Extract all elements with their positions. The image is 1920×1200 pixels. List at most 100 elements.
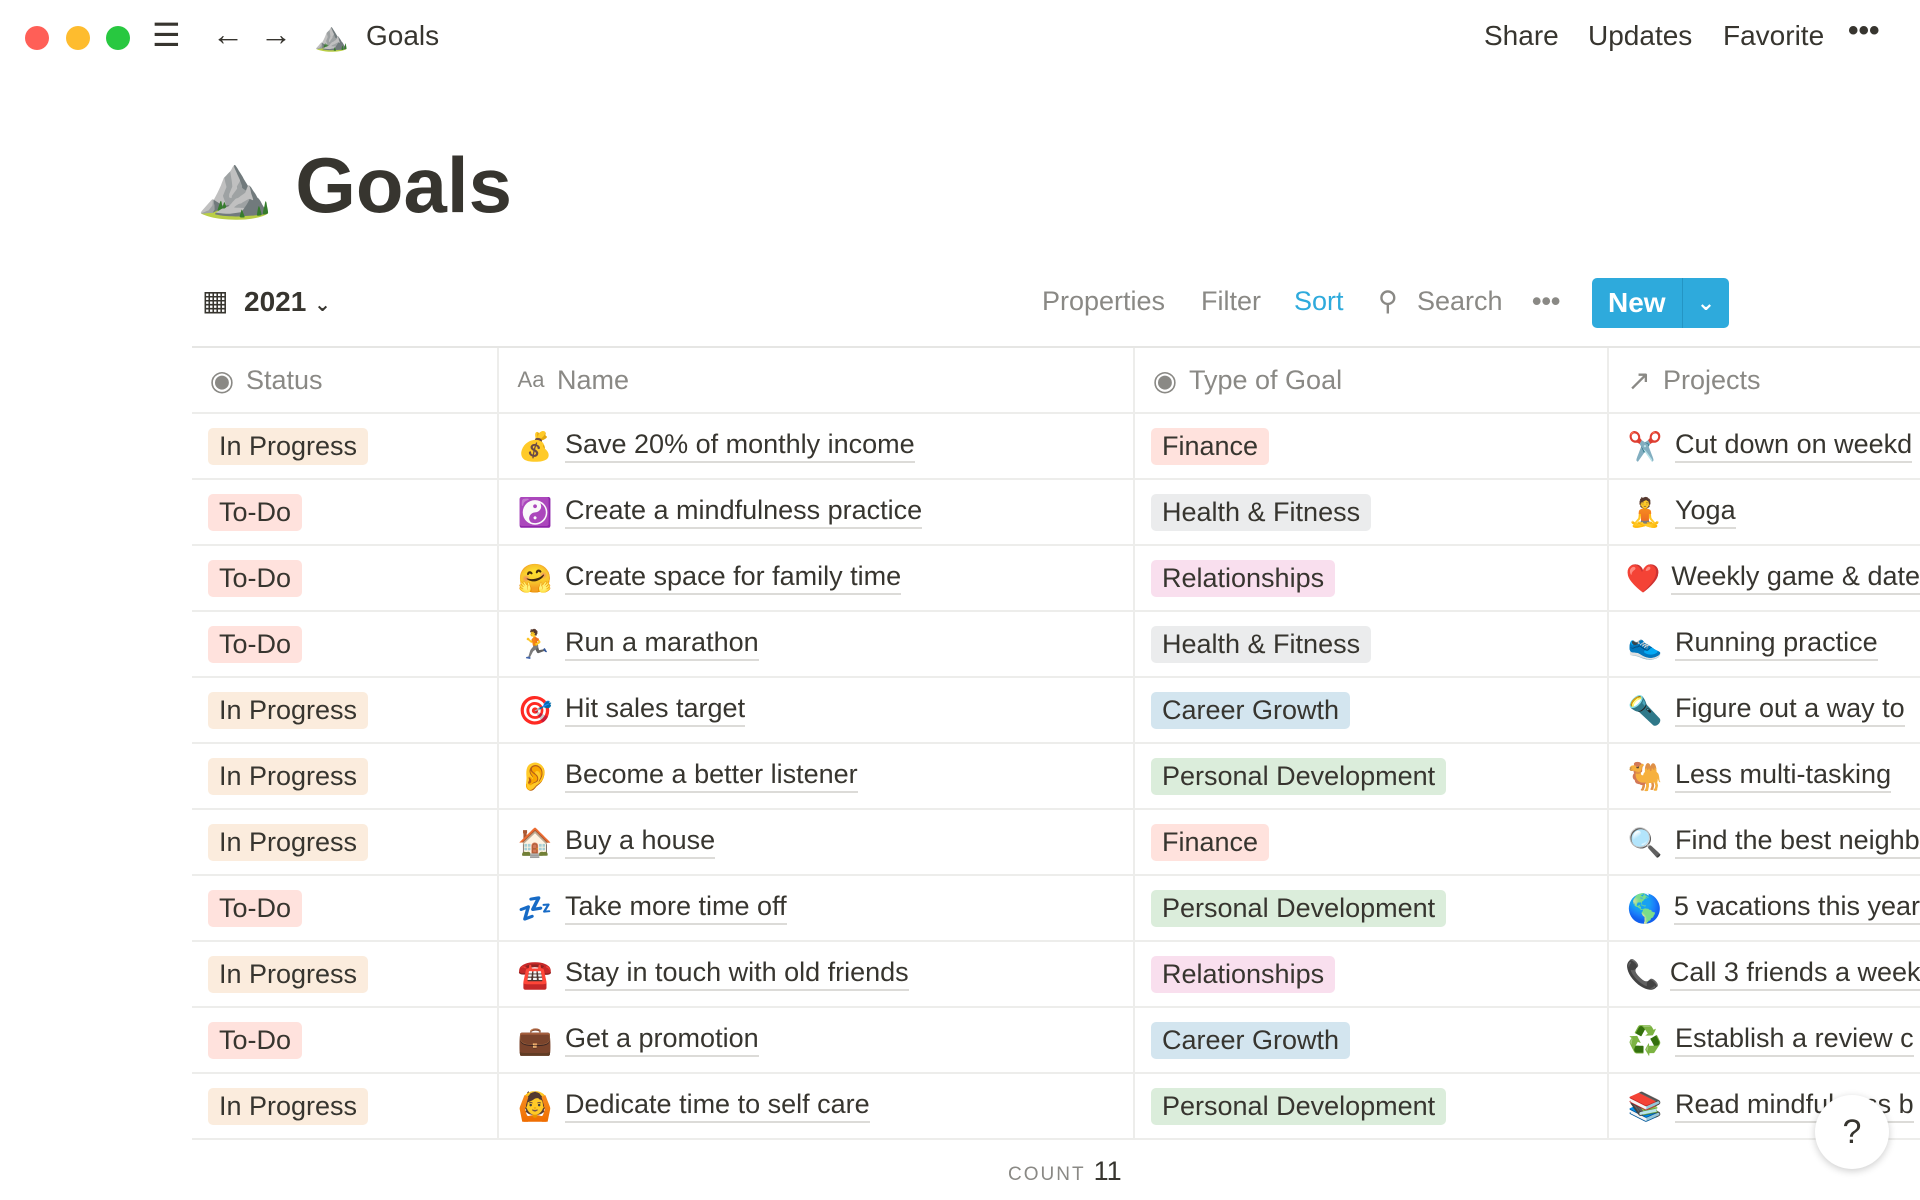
project-link[interactable]: Establish a review c bbox=[1675, 1023, 1914, 1057]
status-cell[interactable]: To-Do bbox=[192, 612, 499, 676]
status-cell[interactable]: In Progress bbox=[192, 414, 499, 478]
project-link[interactable]: Find the best neighb bbox=[1675, 825, 1920, 859]
more-icon[interactable]: ••• bbox=[1848, 14, 1880, 47]
name-cell[interactable]: 🙆 Dedicate time to self care bbox=[499, 1074, 1135, 1138]
project-link[interactable]: Figure out a way to bbox=[1675, 693, 1905, 727]
table-row[interactable]: In Progress 🙆 Dedicate time to self care … bbox=[192, 1074, 1920, 1140]
projects-cell[interactable]: 👟 Running practice bbox=[1609, 612, 1920, 676]
goal-name-link[interactable]: Take more time off bbox=[565, 891, 787, 925]
type-cell[interactable]: Health & Fitness bbox=[1135, 480, 1609, 544]
status-cell[interactable]: In Progress bbox=[192, 810, 499, 874]
name-cell[interactable]: ☎️ Stay in touch with old friends bbox=[499, 942, 1135, 1006]
status-cell[interactable]: In Progress bbox=[192, 1074, 499, 1138]
projects-cell[interactable]: ✂️ Cut down on weekd bbox=[1609, 414, 1920, 478]
type-cell[interactable]: Finance bbox=[1135, 810, 1609, 874]
help-button[interactable]: ? bbox=[1815, 1095, 1889, 1169]
table-row[interactable]: To-Do 💤 Take more time off Personal Devel… bbox=[192, 876, 1920, 942]
goal-name-link[interactable]: Get a promotion bbox=[565, 1023, 759, 1057]
name-cell[interactable]: 💤 Take more time off bbox=[499, 876, 1135, 940]
table-row[interactable]: To-Do 💼 Get a promotion Career Growth ♻️ E… bbox=[192, 1008, 1920, 1074]
project-link[interactable]: 5 vacations this year bbox=[1673, 891, 1920, 925]
projects-cell[interactable]: 🔍 Find the best neighb bbox=[1609, 810, 1920, 874]
project-link[interactable]: Less multi-tasking bbox=[1675, 759, 1892, 793]
goal-name-link[interactable]: Dedicate time to self care bbox=[565, 1089, 870, 1123]
projects-cell[interactable]: 🧘 Yoga bbox=[1609, 480, 1920, 544]
table-row[interactable]: To-Do 🤗 Create space for family time Rela… bbox=[192, 546, 1920, 612]
table-row[interactable]: To-Do 🏃 Run a marathon Health & Fitness 👟… bbox=[192, 612, 1920, 678]
search-icon[interactable]: ⚲ bbox=[1378, 286, 1398, 316]
type-cell[interactable]: Career Growth bbox=[1135, 1008, 1609, 1072]
projects-cell[interactable]: 🌎 5 vacations this year bbox=[1609, 876, 1920, 940]
table-row[interactable]: To-Do ☯️ Create a mindfulness practice He… bbox=[192, 480, 1920, 546]
project-link[interactable]: Yoga bbox=[1675, 495, 1736, 529]
projects-cell[interactable]: 📞 Call 3 friends a week bbox=[1609, 942, 1920, 1006]
favorite-button[interactable]: Favorite bbox=[1723, 20, 1825, 51]
share-button[interactable]: Share bbox=[1484, 20, 1559, 51]
minimize-window-button[interactable] bbox=[66, 26, 90, 50]
header-name[interactable]: Aa Name bbox=[499, 348, 1135, 412]
name-cell[interactable]: 🎯 Hit sales target bbox=[499, 678, 1135, 742]
project-link[interactable]: Weekly game & date bbox=[1671, 561, 1920, 595]
status-cell[interactable]: In Progress bbox=[192, 942, 499, 1006]
type-cell[interactable]: Personal Development bbox=[1135, 744, 1609, 808]
project-link[interactable]: Running practice bbox=[1675, 627, 1878, 661]
type-cell[interactable]: Personal Development bbox=[1135, 1074, 1609, 1138]
menu-icon[interactable]: ☰ bbox=[152, 17, 181, 53]
goal-name-link[interactable]: Stay in touch with old friends bbox=[565, 957, 909, 991]
project-link[interactable]: Cut down on weekd bbox=[1675, 429, 1913, 463]
view-selector[interactable]: 2021 ⌄ bbox=[244, 286, 331, 318]
breadcrumb[interactable]: Goals bbox=[366, 20, 440, 51]
header-type[interactable]: ◉ Type of Goal bbox=[1135, 348, 1609, 412]
new-button[interactable]: New ⌄ bbox=[1592, 278, 1729, 328]
header-projects[interactable]: ↗ Projects bbox=[1609, 348, 1920, 412]
projects-cell[interactable]: 🔦 Figure out a way to bbox=[1609, 678, 1920, 742]
back-arrow-icon[interactable]: ← bbox=[212, 16, 244, 52]
goal-name-link[interactable]: Save 20% of monthly income bbox=[565, 429, 915, 463]
forward-arrow-icon[interactable]: → bbox=[260, 16, 292, 52]
type-cell[interactable]: Relationships bbox=[1135, 942, 1609, 1006]
status-cell[interactable]: In Progress bbox=[192, 744, 499, 808]
status-cell[interactable]: To-Do bbox=[192, 480, 499, 544]
name-cell[interactable]: 👂 Become a better listener bbox=[499, 744, 1135, 808]
projects-cell[interactable]: ❤️ Weekly game & date bbox=[1609, 546, 1920, 610]
table-row[interactable]: In Progress 🎯 Hit sales target Career Gro… bbox=[192, 678, 1920, 744]
name-cell[interactable]: ☯️ Create a mindfulness practice bbox=[499, 480, 1135, 544]
properties-button[interactable]: Properties bbox=[1042, 286, 1166, 316]
filter-button[interactable]: Filter bbox=[1201, 286, 1261, 316]
name-cell[interactable]: 🤗 Create space for family time bbox=[499, 546, 1135, 610]
type-cell[interactable]: Finance bbox=[1135, 414, 1609, 478]
goal-name-link[interactable]: Create space for family time bbox=[565, 561, 902, 595]
status-cell[interactable]: In Progress bbox=[192, 678, 499, 742]
type-cell[interactable]: Relationships bbox=[1135, 546, 1609, 610]
updates-button[interactable]: Updates bbox=[1588, 20, 1693, 51]
table-row[interactable]: In Progress 🏠 Buy a house Finance 🔍 Find t… bbox=[192, 810, 1920, 876]
type-cell[interactable]: Career Growth bbox=[1135, 678, 1609, 742]
status-cell[interactable]: To-Do bbox=[192, 1008, 499, 1072]
project-link[interactable]: Call 3 friends a week bbox=[1669, 957, 1920, 991]
header-status[interactable]: ◉ Status bbox=[192, 348, 499, 412]
table-row[interactable]: In Progress ☎️ Stay in touch with old fri… bbox=[192, 942, 1920, 1008]
type-cell[interactable]: Personal Development bbox=[1135, 876, 1609, 940]
status-cell[interactable]: To-Do bbox=[192, 876, 499, 940]
status-cell[interactable]: To-Do bbox=[192, 546, 499, 610]
goal-name-link[interactable]: Become a better listener bbox=[565, 759, 858, 793]
projects-cell[interactable]: 🐫 Less multi-tasking bbox=[1609, 744, 1920, 808]
goal-name-link[interactable]: Buy a house bbox=[565, 825, 716, 859]
name-cell[interactable]: 🏠 Buy a house bbox=[499, 810, 1135, 874]
name-cell[interactable]: 💼 Get a promotion bbox=[499, 1008, 1135, 1072]
more-options-icon[interactable]: ••• bbox=[1532, 286, 1561, 316]
type-cell[interactable]: Health & Fitness bbox=[1135, 612, 1609, 676]
table-row[interactable]: In Progress 👂 Become a better listener Pe… bbox=[192, 744, 1920, 810]
search-button[interactable]: Search bbox=[1417, 286, 1503, 316]
goal-name-link[interactable]: Hit sales target bbox=[565, 693, 746, 727]
goal-name-link[interactable]: Create a mindfulness practice bbox=[565, 495, 923, 529]
projects-cell[interactable]: ♻️ Establish a review c bbox=[1609, 1008, 1920, 1072]
sort-button[interactable]: Sort bbox=[1294, 286, 1344, 316]
chevron-down-icon[interactable]: ⌄ bbox=[1682, 278, 1729, 328]
name-cell[interactable]: 💰 Save 20% of monthly income bbox=[499, 414, 1135, 478]
table-row[interactable]: In Progress 💰 Save 20% of monthly income … bbox=[192, 414, 1920, 480]
goal-name-link[interactable]: Run a marathon bbox=[565, 627, 759, 661]
maximize-window-button[interactable] bbox=[106, 26, 130, 50]
close-window-button[interactable] bbox=[25, 26, 49, 50]
name-cell[interactable]: 🏃 Run a marathon bbox=[499, 612, 1135, 676]
